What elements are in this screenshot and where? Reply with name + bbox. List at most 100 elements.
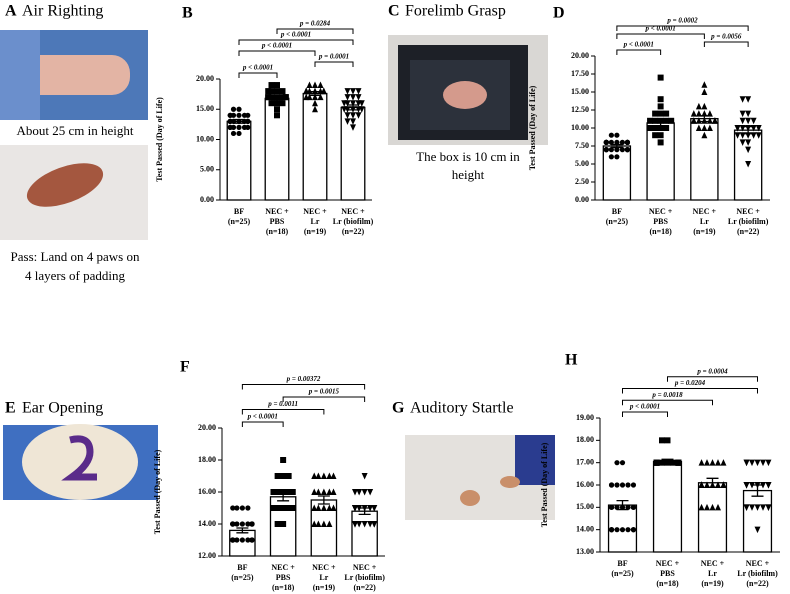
panel-letter: C [388,3,400,20]
y-tick-label: 14.00 [198,519,216,528]
data-point [624,147,631,153]
data-point [745,125,752,132]
data-point [268,100,275,107]
x-tick-label: NEC + [746,559,770,568]
data-point [619,527,626,533]
data-point [619,482,626,488]
data-point [695,110,702,117]
data-point [701,131,708,139]
y-tick-label: 18.00 [576,435,594,444]
data-point [344,88,351,95]
data-point [350,94,356,101]
y-axis-title: Test Passed (Day of Life) [528,85,537,170]
data-point [608,147,614,153]
photo-auditory-startle [405,435,555,520]
significance-bracket [276,28,354,34]
data-point [355,94,362,101]
data-point [663,110,670,117]
data-point [227,124,233,130]
x-tick-label: BF [234,207,244,216]
data-point [344,94,351,101]
data-point [749,482,755,489]
data-point [701,110,708,117]
data-point [619,147,625,153]
data-point [614,154,620,160]
x-tick-label: PBS [276,573,291,582]
data-point [739,132,746,139]
p-value: p < 0.0001 [261,42,292,50]
significance-bracket [241,384,366,390]
x-tick-label: (n=22) [737,227,760,236]
data-point [351,521,358,528]
x-tick-label: NEC + [701,559,725,568]
x-tick-label: Lr [708,569,717,578]
p-value: p = 0.0056 [710,33,742,41]
y-tick-label: 12.50 [571,105,589,114]
y-tick-label: 15.00 [571,87,589,96]
data-point [608,482,615,488]
y-tick-label: 18.00 [198,455,216,464]
data-point [743,482,750,489]
data-point [720,459,727,466]
x-tick-label: (n=18) [649,227,672,236]
panel-letter: E [5,400,16,417]
data-point [279,100,286,107]
data-point [320,520,327,527]
data-point [754,504,761,511]
data-point [355,112,362,119]
data-point [285,505,292,511]
data-point [715,503,721,511]
data-point [320,504,327,511]
data-point [320,472,327,479]
data-point [249,521,255,527]
y-tick-label: 0.00 [200,195,214,204]
p-value: p = 0.0004 [696,367,728,375]
panel-title: Ear Opening [22,400,103,417]
data-point [739,125,746,132]
data-point [608,504,615,510]
significance-bracket [314,61,354,67]
data-point [245,124,251,130]
data-point [745,132,752,139]
data-point [285,489,292,495]
photo-ear-opening [3,424,158,500]
panel-letter: G [392,400,405,417]
data-point [765,482,772,489]
data-point [664,437,671,444]
y-tick-label: 15.00 [576,502,594,511]
significance-bracket [241,409,325,415]
bar [742,489,773,553]
panel-letter: H [565,352,578,369]
data-point [350,112,356,119]
significance-bracket [616,25,749,31]
y-axis-title: Test Passed (Day of Life) [155,97,164,182]
x-tick-label: Lr (biofilm) [728,217,769,226]
x-tick-label: PBS [653,217,668,226]
data-point [268,82,275,89]
data-point [745,117,752,125]
data-point [614,139,620,145]
data-point [236,130,242,137]
data-point [265,88,272,95]
data-point [754,459,761,467]
data-point [614,460,620,466]
data-point [663,125,670,131]
data-point [274,100,280,107]
data-point [720,481,727,488]
bar [697,482,728,553]
y-tick-label: 7.50 [575,141,589,150]
data-point [356,489,363,496]
data-point [230,537,236,543]
data-point [350,100,356,107]
p-value: p < 0.0001 [242,64,273,72]
data-point [236,106,242,112]
data-point [358,106,365,113]
data-point [715,459,721,466]
data-point [274,112,280,119]
data-point [245,112,251,118]
data-point [249,537,255,543]
data-point [745,161,752,168]
data-point [317,93,324,101]
x-tick-label: NEC + [271,563,295,572]
data-point [289,505,296,511]
